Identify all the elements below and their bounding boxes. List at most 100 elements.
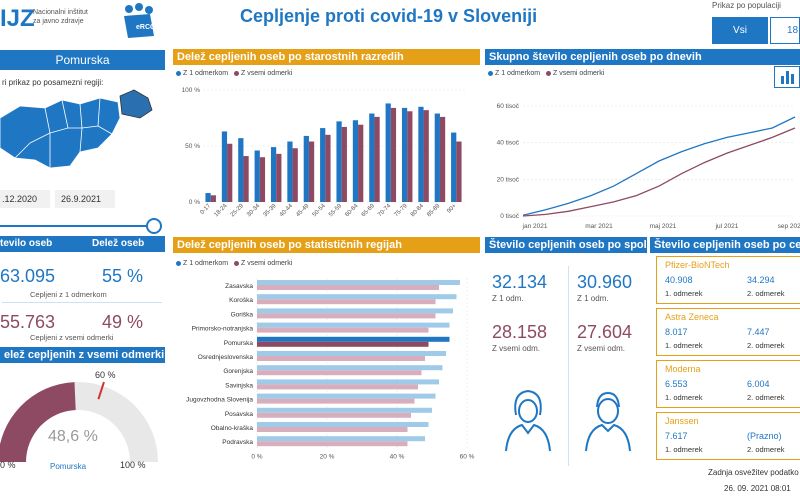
date-start-box[interactable]: .12.2020 [0, 190, 50, 208]
region-legend-all: Z vsemi odmerki [240, 260, 293, 267]
age-x-tick: 85-89 [426, 203, 442, 219]
vaccine-dose2-label: 2. odmerek [747, 393, 785, 402]
region-label: Savinjska [225, 382, 253, 389]
age-bar-all [358, 124, 364, 202]
sex-header: Število cepljenih oseb po spolu [485, 237, 647, 253]
female-icon [498, 385, 558, 455]
divider [2, 302, 162, 303]
legend-dot-first [176, 70, 181, 76]
age-x-tick: 0-17 [199, 203, 212, 216]
age-bar-all [456, 141, 462, 202]
daily-x-tick: jan 2021 [522, 223, 548, 230]
vaccine-card-astra: Astra Zeneca 8.017 7.447 1. odmerek 2. o… [656, 308, 800, 356]
vaccine-dose1: 6.553 [665, 379, 688, 389]
population-18-button[interactable]: 18 [770, 17, 800, 44]
region-bar-first [257, 436, 425, 442]
region-bar-first [257, 336, 450, 342]
daily-y-tick: 40 tisoč [497, 140, 520, 147]
female-icon-svg [505, 389, 551, 452]
erco-text: eRCO [136, 24, 156, 31]
full-count: 55.763 [0, 312, 56, 332]
slovenia-map-svg [0, 89, 153, 169]
male-icon-svg [585, 391, 631, 452]
erco-logo-icon [124, 3, 154, 38]
legend-dot-all [233, 70, 239, 76]
age-x-tick: 30-34 [246, 203, 262, 219]
age-x-tick: 35-39 [263, 203, 279, 219]
region-x-tick: 40 % [390, 453, 405, 460]
age-x-tick: 45-49 [295, 203, 311, 219]
institute-line1: Nacionalni inštitut [33, 9, 88, 16]
region-label: Goriška [231, 311, 254, 318]
age-x-tick: 80-84 [410, 203, 426, 219]
vaccine-dose1: 8.017 [665, 327, 688, 337]
region-legend: Z 1 odmerkom Z vsemi odmerki [176, 260, 292, 267]
region-label: Obalno-kraška [211, 425, 254, 432]
age-bar-all [292, 148, 298, 202]
vaccine-card-pfizer: Pfizer-BioNTech 40.908 34.294 1. odmerek… [656, 256, 800, 304]
region-bar-all [257, 299, 436, 305]
age-bar-all [374, 116, 380, 202]
chart-type-button[interactable] [774, 66, 800, 88]
daily-x-tick: sep 2021 [778, 223, 800, 230]
age-bar-first [434, 113, 440, 202]
date-slider-handle-end[interactable] [146, 218, 162, 234]
age-bar-first [287, 141, 293, 202]
daily-legend-dot-first [488, 70, 493, 76]
male-all-count: 27.604 [577, 322, 633, 342]
region-bar-all [257, 285, 439, 290]
age-x-tick: 90+ [446, 203, 458, 215]
region-bar-all [257, 313, 436, 319]
institute-line2: za javno zdravje [33, 18, 84, 25]
region-label: Primorsko-notranjska [192, 326, 254, 333]
age-bar-first [238, 138, 244, 202]
count-share-header: tevilo oseb Delež oseb [0, 236, 165, 252]
region-legend-first: Z 1 odmerkom [183, 260, 229, 267]
age-bar-all [325, 134, 331, 202]
gauge-title: elež cepljenih z vsemi odmerki [4, 349, 165, 361]
region-bar-all [257, 341, 429, 347]
age-bar-all [423, 110, 429, 202]
region-label: Koroška [229, 297, 253, 304]
vaccine-name: Pfizer-BioNTech [665, 260, 730, 270]
region-bar-first [257, 308, 453, 314]
gauge-region: Pomurska [50, 462, 87, 471]
region-bar-first [257, 365, 443, 371]
age-bar-first [270, 147, 277, 202]
age-bar-all [407, 111, 413, 202]
population-all-button[interactable]: Vsi [712, 17, 768, 44]
daily-x-tick: mar 2021 [585, 223, 613, 230]
gauge-svg [0, 381, 158, 462]
vaccine-dose2: 34.294 [747, 275, 775, 285]
date-end: 26.9.2021 [61, 194, 102, 204]
region-bar-all [257, 384, 418, 390]
age-bar-all [259, 157, 266, 202]
gauge-value: 48,6 % [48, 428, 98, 445]
vaccine-header: Število cepljenih oseb po cep [650, 237, 800, 253]
col-share: Delež oseb [92, 238, 145, 249]
region-bar-all [257, 412, 411, 418]
region-label: Jugovzhodna Slovenija [186, 397, 253, 404]
age-bar-all [243, 156, 249, 202]
age-bar-first [401, 107, 408, 202]
vaccine-dose2-label: 2. odmerek [747, 289, 785, 298]
age-bar-all [276, 153, 282, 202]
age-x-tick: 25-29 [230, 203, 246, 219]
date-slider-track[interactable] [0, 225, 160, 227]
vaccine-dose1-label: 1. odmerek [665, 445, 703, 454]
daily-line-all [522, 127, 796, 217]
region-legend-dot-first [176, 260, 181, 266]
date-end-box[interactable]: 26.9.2021 [55, 190, 115, 208]
age-x-tick: 60-64 [344, 203, 360, 219]
age-x-tick: 75-79 [394, 203, 410, 219]
age-bar-first [254, 150, 260, 202]
daily-y-tick: 20 tisoč [497, 176, 520, 183]
age-chart-header: Delež cepljenih oseb po starostnih razre… [173, 49, 480, 65]
institute-name: Nacionalni inštitut za javno zdravje [33, 8, 88, 26]
slovenia-map[interactable] [0, 88, 160, 178]
region-bar-first [257, 280, 460, 285]
age-bar-first [369, 113, 375, 202]
age-bar-first [221, 131, 228, 202]
age-legend: Z 1 odmerkom Z vsemi odmerki [176, 70, 292, 77]
population-label: Prikaz po populaciji [712, 1, 781, 10]
